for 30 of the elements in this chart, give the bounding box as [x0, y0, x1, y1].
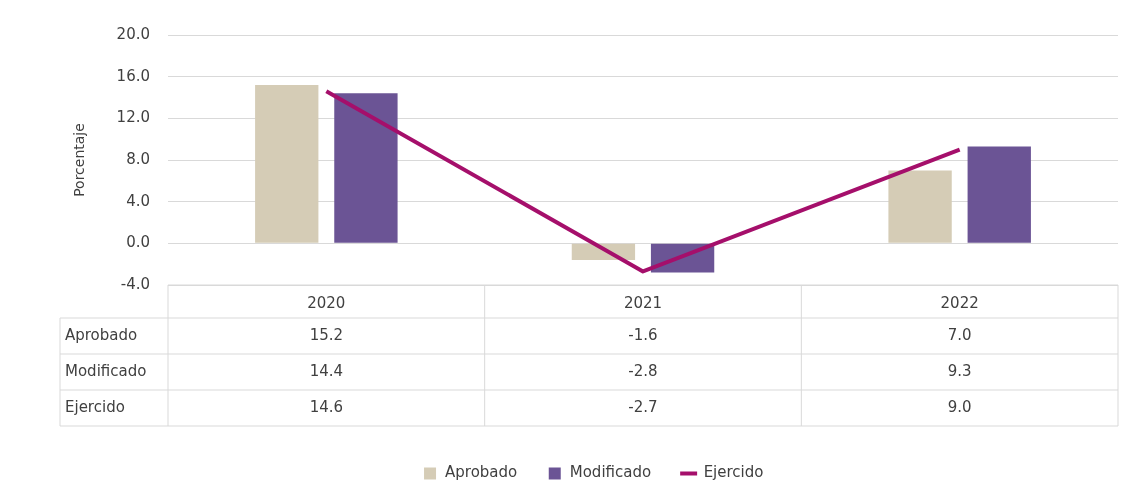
bar: [255, 85, 319, 243]
data-label: -2.7: [628, 397, 658, 416]
bar: [888, 170, 952, 243]
data-label: -1.6: [628, 325, 658, 344]
data-label: 7.0: [947, 325, 972, 344]
y-tick-label: 16.0: [116, 66, 150, 85]
data-label: 9.3: [947, 361, 972, 380]
bar: [967, 146, 1031, 243]
y-tick-label: 20.0: [116, 24, 150, 43]
legend-label: Aprobado: [445, 463, 518, 482]
data-label: 14.6: [309, 397, 344, 416]
y-tick-label: 12.0: [116, 108, 150, 127]
data-label: -2.8: [628, 361, 658, 380]
legend-label: Ejercido: [703, 463, 764, 482]
text: Ejercido: [65, 397, 125, 416]
data-label: 14.4: [309, 361, 344, 380]
text: Aprobado: [65, 325, 138, 344]
x-tick-label: 2020: [307, 293, 346, 312]
legend-label: Modificado: [569, 463, 652, 482]
y-tick-label: 8.0: [126, 149, 150, 168]
x-tick-label: 2022: [940, 293, 979, 312]
y-tick-label: 4.0: [126, 191, 150, 210]
y-tick-label: 0.0: [126, 233, 150, 252]
y-axis-title: Porcentaje: [71, 123, 88, 197]
x-tick-label: 2021: [623, 293, 663, 312]
bar: [334, 93, 398, 243]
y-tick-label: -4.0: [120, 274, 150, 293]
data-label: 9.0: [947, 397, 972, 416]
text: Modificado: [65, 361, 147, 380]
data-label: 15.2: [309, 325, 344, 344]
